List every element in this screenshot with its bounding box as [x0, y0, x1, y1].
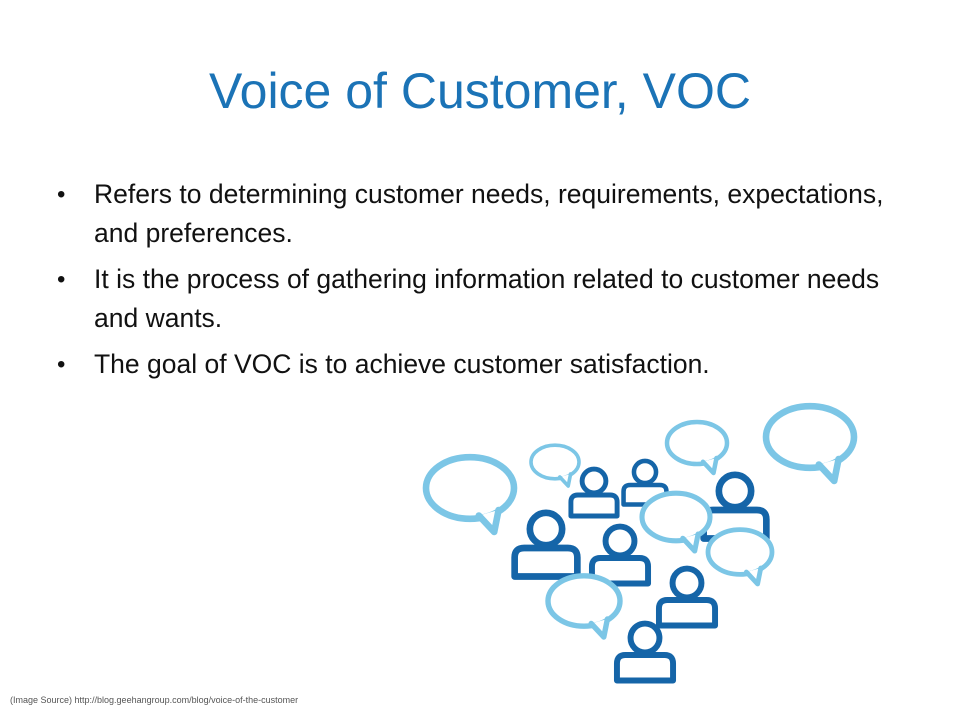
person-icon	[515, 513, 578, 577]
bullet-dot-icon: •	[57, 181, 66, 208]
speech-bubble-icon	[642, 493, 710, 551]
speech-bubble-icon	[667, 422, 727, 473]
bullet-dot-icon: •	[57, 351, 66, 378]
speech-bubble-icon	[766, 406, 854, 481]
speech-bubble-icon	[708, 530, 772, 584]
bullet-dot-icon: •	[57, 266, 66, 293]
bullet-text: The goal of VOC is to achieve customer s…	[94, 349, 710, 379]
slide-title: Voice of Customer, VOC	[209, 63, 751, 119]
bullet-text: Refers to determining customer needs, re…	[94, 179, 884, 248]
speech-bubble-icon	[548, 576, 620, 637]
image-source-caption: (Image Source) http://blog.geehangroup.c…	[10, 695, 299, 705]
speech-bubble-icon	[426, 457, 514, 532]
bullet-text: It is the process of gathering informati…	[94, 264, 880, 333]
person-icon	[617, 624, 673, 681]
bullet-item: • It is the process of gathering informa…	[57, 260, 917, 338]
person-icon	[592, 527, 648, 584]
people-speech-bubbles-icon	[420, 400, 870, 690]
person-icon	[659, 569, 715, 626]
bullet-item: • The goal of VOC is to achieve customer…	[57, 345, 917, 384]
speech-bubble-icon	[529, 443, 581, 488]
bullet-item: • Refers to determining customer needs, …	[57, 175, 917, 253]
bullet-list: • Refers to determining customer needs, …	[57, 175, 917, 391]
person-icon	[571, 469, 617, 516]
